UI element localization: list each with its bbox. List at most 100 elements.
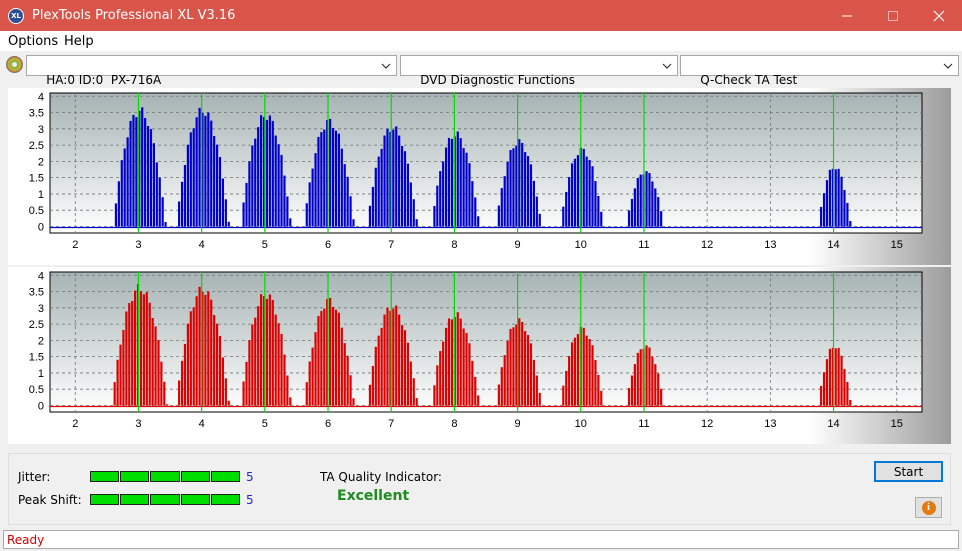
x-tick-label: 5	[262, 418, 268, 430]
bar	[518, 318, 521, 406]
bar	[521, 321, 524, 406]
bar	[588, 339, 591, 406]
bar	[820, 206, 823, 227]
bar	[538, 213, 541, 227]
bar	[506, 340, 509, 406]
x-tick-label: 15	[891, 239, 903, 251]
bar	[633, 364, 636, 406]
x-tick-label: 4	[199, 239, 205, 251]
bar	[210, 299, 213, 406]
chevron-down-icon	[660, 58, 674, 73]
y-tick-label: 2.5	[29, 319, 44, 331]
bar	[151, 317, 154, 406]
x-tick-label: 6	[325, 418, 331, 430]
bar	[311, 168, 314, 227]
bar	[125, 311, 128, 406]
bar	[639, 349, 642, 406]
bar	[265, 298, 269, 406]
bar	[277, 144, 280, 227]
bar	[660, 211, 663, 227]
x-tick-label: 12	[701, 239, 713, 251]
jitter-label: Jitter:	[18, 470, 51, 484]
bar	[837, 168, 840, 227]
disc-icon	[6, 56, 23, 73]
bar	[274, 135, 277, 227]
bar	[573, 337, 577, 406]
bar	[178, 380, 181, 406]
bar	[433, 205, 436, 227]
test-select[interactable]: Q-Check TA Test	[680, 55, 959, 87]
bar	[529, 164, 533, 227]
bar	[201, 291, 204, 406]
bar	[645, 345, 648, 406]
bar	[268, 115, 271, 227]
bar	[248, 340, 251, 406]
info-button[interactable]: i	[915, 497, 942, 518]
bar	[132, 114, 135, 227]
minimize-button[interactable]	[824, 0, 870, 31]
bar	[380, 327, 383, 406]
bar	[131, 301, 134, 406]
bar	[515, 324, 518, 406]
bar	[374, 167, 377, 227]
bar	[630, 198, 634, 227]
close-button[interactable]	[916, 0, 962, 31]
bar	[346, 176, 349, 227]
bar	[570, 342, 574, 406]
y-tick-label: 4	[38, 270, 44, 282]
bar	[227, 221, 230, 227]
bar	[591, 345, 594, 406]
bar	[308, 361, 311, 406]
menu-help[interactable]: Help	[64, 34, 94, 49]
function-select[interactable]: DVD Diagnostic Functions	[400, 55, 678, 87]
bar	[535, 375, 538, 406]
bar	[161, 197, 164, 227]
bar	[141, 107, 144, 227]
x-tick-label: 2	[72, 418, 78, 430]
start-button[interactable]: Start	[874, 461, 943, 482]
maximize-button[interactable]	[870, 0, 916, 31]
bar	[368, 205, 372, 227]
bar	[113, 382, 116, 406]
bar	[326, 120, 329, 227]
bar	[349, 196, 352, 227]
status-text: Ready	[3, 530, 959, 549]
bar	[116, 359, 119, 406]
bar	[576, 334, 580, 406]
bar	[409, 361, 412, 406]
x-tick-label: 10	[575, 418, 587, 430]
bar	[849, 221, 852, 227]
bar	[329, 118, 332, 227]
bar	[207, 112, 210, 227]
bar	[180, 360, 184, 406]
bar	[224, 378, 227, 406]
x-tick-label: 9	[515, 239, 521, 251]
bar	[565, 370, 568, 406]
bar	[289, 397, 292, 406]
bar	[820, 385, 823, 406]
bar	[459, 318, 462, 406]
y-tick-label: 0.5	[29, 205, 44, 217]
x-tick-label: 8	[451, 239, 457, 251]
x-tick-label: 4	[199, 418, 205, 430]
title-bar: XL PlexTools Professional XL V3.16	[0, 0, 962, 31]
bar	[400, 146, 404, 227]
bar	[195, 117, 198, 227]
ta-quality-label: TA Quality Indicator:	[320, 470, 442, 484]
menu-options[interactable]: Options	[8, 34, 59, 49]
jitter-meter	[90, 471, 241, 482]
bar	[450, 138, 454, 227]
bar	[128, 303, 131, 406]
bar	[526, 156, 530, 227]
bar	[406, 163, 410, 227]
bar	[204, 294, 207, 406]
test-select-value: Q-Check TA Test	[700, 73, 798, 87]
bar	[849, 400, 852, 406]
bar	[218, 156, 222, 227]
bar	[160, 361, 163, 406]
peak-shift-meter	[90, 494, 241, 505]
bar	[183, 343, 187, 406]
bar	[195, 296, 198, 406]
drive-select[interactable]: HA:0 ID:0 PX-716A	[26, 55, 397, 87]
bar	[570, 163, 574, 227]
